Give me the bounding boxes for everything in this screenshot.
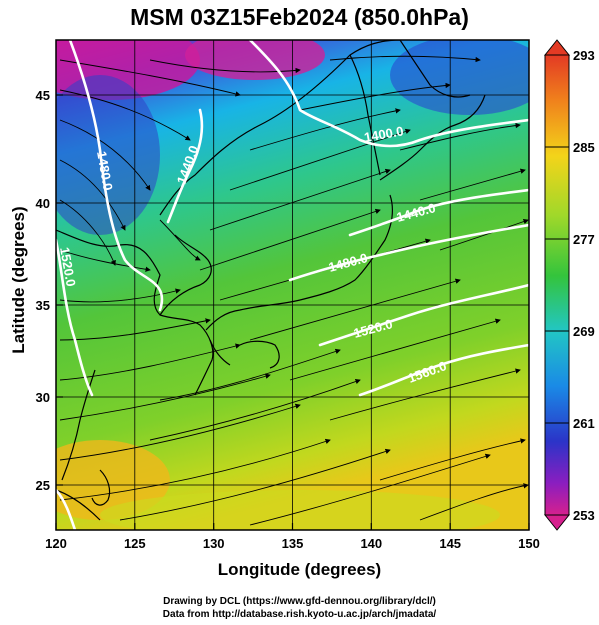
- y-tick-labels: 25 30 35 40 45: [36, 88, 50, 493]
- contour-1400: [248, 40, 529, 148]
- y-tick-label: 40: [36, 196, 50, 211]
- contour-1440-east: [348, 188, 529, 237]
- y-tick-label: 45: [36, 88, 50, 103]
- contour-1480-east: [288, 223, 529, 282]
- x-tick-label: 130: [203, 536, 225, 551]
- credit-drawing: Drawing by DCL (https://www.gfd-dennou.o…: [163, 596, 436, 607]
- colorbar-bottom-arrow: [543, 514, 571, 531]
- colorbar-tick-label: 253: [573, 508, 595, 523]
- contour-1440-west: [166, 108, 204, 224]
- y-axis-label: Latitude (degrees): [9, 206, 28, 354]
- coastline: [56, 40, 486, 521]
- y-tick-label: 35: [36, 298, 50, 313]
- cold-region-ne: [390, 40, 529, 115]
- contour-1520-west: [56, 238, 94, 397]
- cold-core-n: [185, 40, 325, 80]
- x-tick-label: 150: [518, 536, 540, 551]
- colorbar-tick-label: 269: [573, 324, 595, 339]
- x-tick-labels: 120 125 130 135 140 145 150: [45, 536, 540, 551]
- contour-1480-west: [68, 40, 164, 312]
- x-tick-label: 120: [45, 536, 67, 551]
- colorbar-top-arrow: [543, 39, 571, 56]
- warm-region-s: [100, 490, 500, 530]
- x-tick-label: 135: [282, 536, 304, 551]
- colorbar-tick-label: 293: [573, 48, 595, 63]
- colorbar-tick-label: 277: [573, 232, 595, 247]
- x-tick-label: 140: [360, 536, 382, 551]
- contour-1560-east: [358, 343, 529, 397]
- contour-label: 1520.0: [57, 246, 79, 288]
- colorbar-tick-label: 261: [573, 416, 595, 431]
- credit-data: Data from http://database.rish.kyoto-u.a…: [162, 609, 437, 620]
- cold-region-w: [56, 75, 160, 235]
- x-tick-label: 145: [439, 536, 461, 551]
- height-contours: [56, 40, 529, 530]
- x-tick-label: 125: [124, 536, 146, 551]
- lat-lon-grid: [56, 40, 529, 530]
- y-tick-label: 25: [36, 478, 50, 493]
- y-tick-label: 30: [36, 390, 50, 405]
- x-axis-label: Longitude (degrees): [217, 560, 382, 579]
- colorbar-bar: [544, 54, 570, 516]
- contour-sw: [56, 488, 77, 530]
- axis-ticks: [55, 94, 530, 530]
- contour-1520-east: [318, 283, 529, 347]
- colorbar-tick-label: 285: [573, 140, 595, 155]
- contour-label: 1480.0: [94, 150, 116, 192]
- streamlines: [59, 55, 529, 526]
- map-title: MSM 03Z15Feb2024 (850.0hPa): [130, 4, 469, 30]
- colorbar: 293 285 277 269 261 253: [543, 39, 595, 531]
- contour-label: 1400.0: [363, 123, 405, 145]
